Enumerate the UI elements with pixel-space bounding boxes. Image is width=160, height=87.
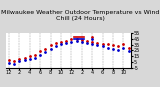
Text: Milwaukee Weather Outdoor Temperature vs Wind Chill (24 Hours): Milwaukee Weather Outdoor Temperature vs… [1,10,159,21]
